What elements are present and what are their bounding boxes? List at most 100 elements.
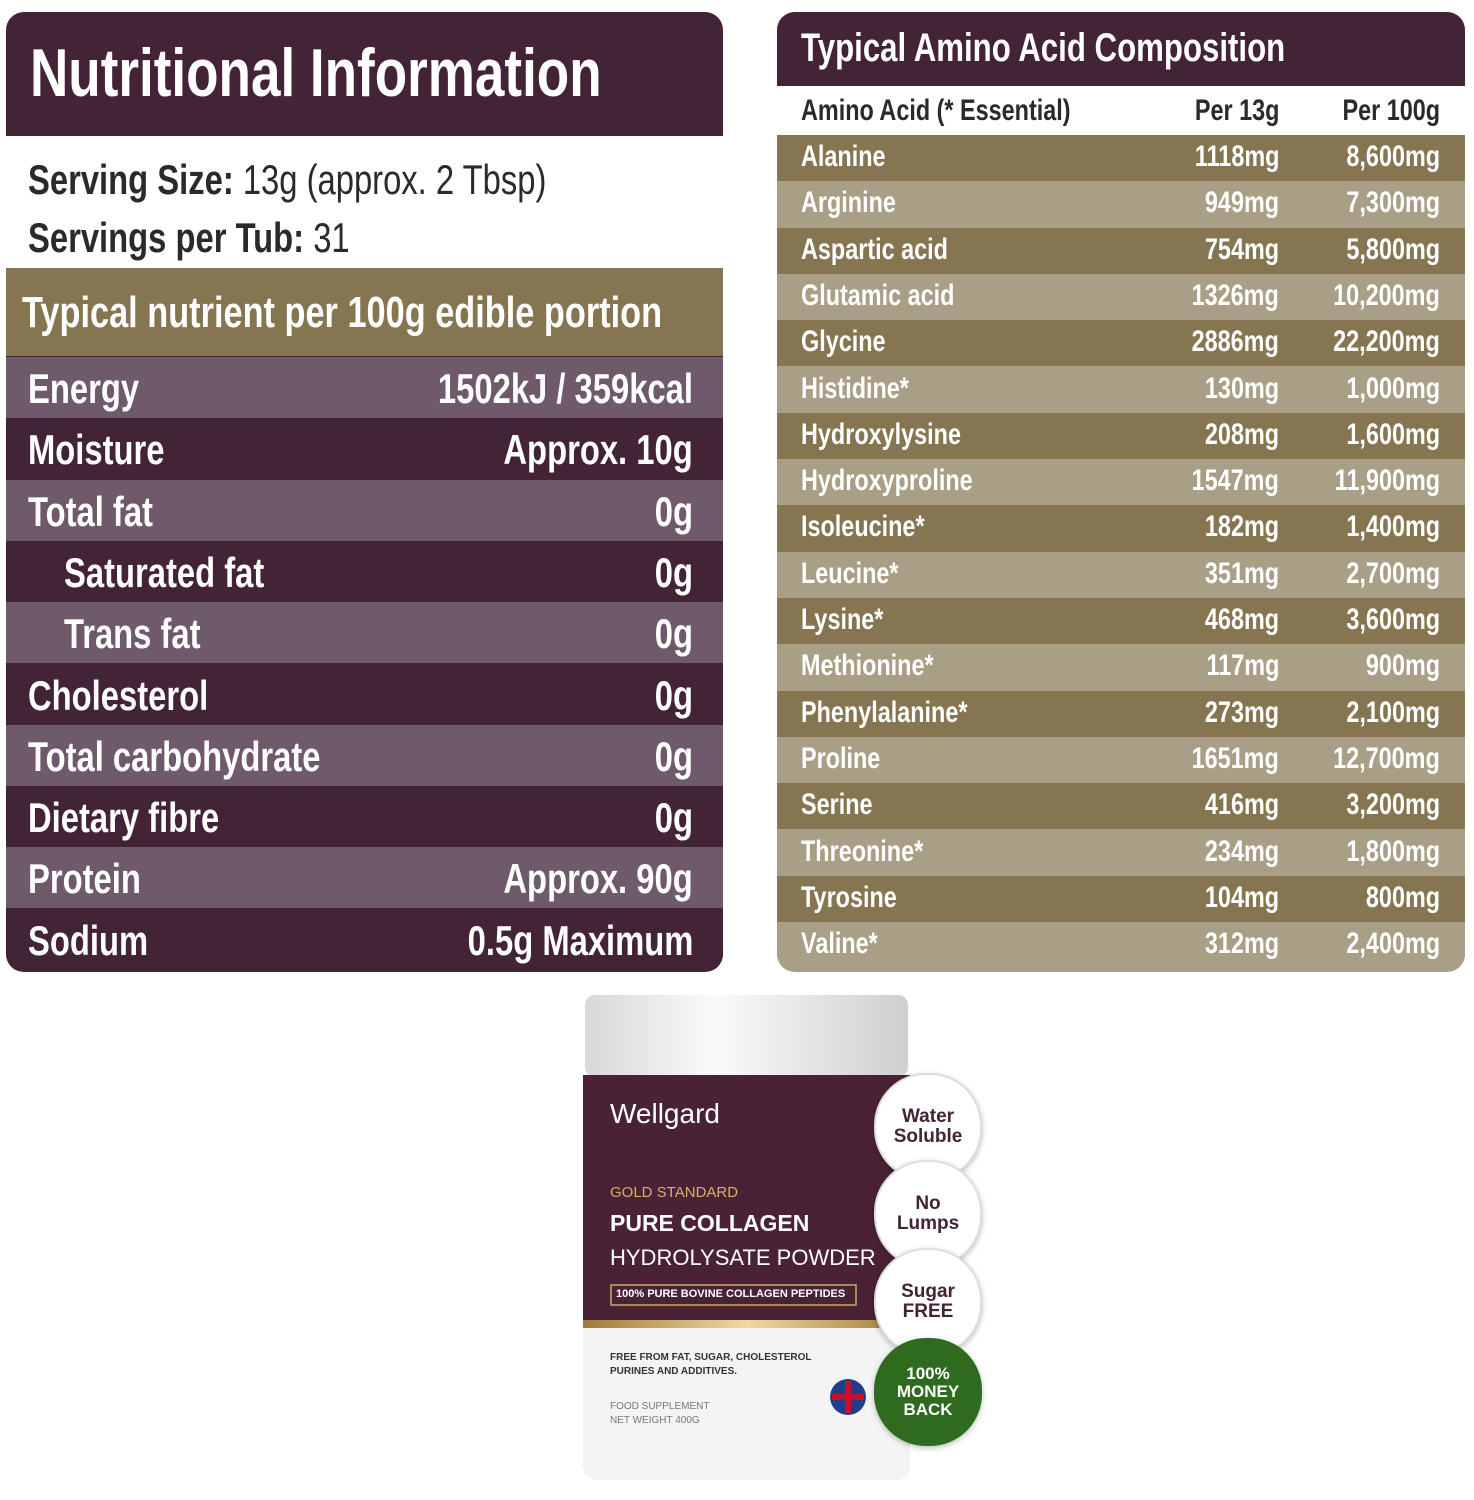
- amino-per-100g: 1,600mg: [1346, 417, 1440, 451]
- servings-label: Servings per Tub:: [28, 214, 305, 261]
- nutrition-title: Nutritional Information: [30, 34, 723, 112]
- amino-name: Threonine*: [801, 834, 924, 868]
- amino-per-100g: 900mg: [1365, 649, 1440, 683]
- badge-text: No: [915, 1193, 941, 1214]
- amino-per-100g: 2,700mg: [1346, 556, 1440, 590]
- amino-per-serving: 234mg: [1204, 834, 1279, 868]
- nutrient-value-cell: Approx. 10g: [450, 426, 693, 474]
- product-jar: Wellgard GOLD STANDARD PURE COLLAGEN HYD…: [583, 995, 910, 1480]
- flag-cross: [832, 1381, 864, 1413]
- badge-text: Soluble: [893, 1126, 963, 1147]
- amino-per-100g: 11,900mg: [1334, 464, 1440, 498]
- nutrient-row: Protein Approx. 90g: [6, 847, 723, 909]
- amino-per-100g-cell: 1,000mg: [1320, 372, 1440, 406]
- serving-size-value: 13g (approx. 2 Tbsp): [242, 156, 547, 203]
- nutrient-value: 0g: [654, 794, 693, 842]
- amino-per-serving: 1651mg: [1191, 741, 1279, 775]
- amino-name: Hydroxylysine: [801, 417, 961, 451]
- amino-per-100g: 7,300mg: [1346, 186, 1440, 220]
- amino-per-serving-cell: 1118mg: [1171, 140, 1279, 174]
- nutrient-name-cell: Saturated fat: [64, 549, 321, 597]
- amino-per-serving: 949mg: [1204, 186, 1279, 220]
- free-from: FREE FROM FAT, SUGAR, CHOLESTEROL: [610, 1352, 812, 1363]
- nutrient-row: Saturated fat 0g: [6, 540, 723, 602]
- amino-per-100g-cell: 1,800mg: [1320, 835, 1440, 869]
- amino-row: Arginine 949mg 7,300mg: [777, 181, 1465, 228]
- nutrient-name: Dietary fibre: [28, 794, 220, 842]
- nutrient-name: Total carbohydrate: [28, 732, 321, 780]
- amino-per-serving: 208mg: [1204, 417, 1279, 451]
- amino-row: Glutamic acid 1326mg 10,200mg: [777, 273, 1465, 321]
- amino-per-serving-cell: 1651mg: [1167, 742, 1279, 776]
- amino-row: Methionine* 117mg 900mg: [777, 644, 1465, 691]
- amino-title: Typical Amino Acid Composition: [801, 26, 1422, 71]
- amino-per-serving-cell: 312mg: [1184, 927, 1279, 961]
- badge: Sugar FREE: [874, 1248, 982, 1356]
- header-cell: Amino Acid (* Essential): [801, 94, 1071, 127]
- amino-per-100g: 800mg: [1365, 880, 1440, 914]
- amino-per-100g-cell: 3,600mg: [1320, 603, 1440, 637]
- serving-line: Serving Size: 13g (approx. 2 Tbsp): [28, 156, 546, 204]
- amino-per-100g: 2,400mg: [1346, 927, 1440, 961]
- amino-per-serving-cell: 208mg: [1184, 418, 1279, 452]
- amino-per-100g: 10,200mg: [1333, 278, 1440, 312]
- amino-per-serving-cell: 754mg: [1184, 233, 1279, 267]
- nutrient-name: Protein: [28, 855, 141, 903]
- product-tag: 100% PURE BOVINE COLLAGEN PEPTIDES: [616, 1288, 846, 1300]
- nutrient-row: Total carbohydrate 0g: [6, 724, 723, 786]
- nutrient-value: 0g: [654, 548, 693, 596]
- badge: 100% MONEY BACK: [874, 1338, 982, 1446]
- amino-per-100g: 1,800mg: [1346, 834, 1440, 868]
- nutrient-name-cell: Sodium: [28, 917, 182, 965]
- amino-row: Threonine* 234mg 1,800mg: [777, 829, 1465, 876]
- amino-row: Tyrosine 104mg 800mg: [777, 875, 1465, 923]
- amino-name: Lysine*: [801, 603, 884, 636]
- nutrient-value: Approx. 10g: [503, 426, 693, 474]
- amino-per-serving-cell: 949mg: [1184, 186, 1279, 220]
- amino-per-serving-cell: 117mg: [1186, 649, 1279, 683]
- nutrient-name: Sodium: [28, 916, 149, 964]
- nutrient-row: Energy 1502kJ / 359kcal: [6, 357, 723, 418]
- amino-name: Serine: [801, 788, 873, 822]
- supplement: FOOD SUPPLEMENT: [610, 1401, 710, 1412]
- tag-box: [610, 1284, 857, 1306]
- nutrient-name-cell: Cholesterol: [28, 672, 259, 720]
- nutrient-row: Trans fat 0g: [6, 602, 723, 664]
- product-name: PURE COLLAGEN: [610, 1210, 810, 1236]
- amino-per-serving: 130mg: [1204, 371, 1279, 405]
- amino-row: Isoleucine* 182mg 1,400mg: [777, 505, 1465, 552]
- amino-per-serving-cell: 104mg: [1184, 881, 1279, 915]
- amino-name: Leucine*: [801, 556, 899, 590]
- nutrient-name: Total fat: [28, 487, 153, 535]
- amino-per-100g-cell: 12,700mg: [1303, 742, 1440, 776]
- amino-per-serving-cell: 1326mg: [1167, 279, 1279, 313]
- nutrient-value: 0g: [654, 732, 693, 780]
- amino-per-100g-cell: 8,600mg: [1320, 140, 1440, 174]
- amino-row: Aspartic acid 754mg 5,800mg: [777, 227, 1465, 274]
- nutrient-value: Approx. 90g: [503, 855, 693, 903]
- amino-per-100g-cell: 7,300mg: [1320, 186, 1440, 220]
- amino-per-100g-cell: 2,400mg: [1320, 927, 1440, 961]
- product-subname: HYDROLYSATE POWDER: [610, 1245, 876, 1270]
- nutrient-value-cell: Approx. 90g: [450, 855, 693, 903]
- amino-name-cell: Phenylalanine*: [801, 696, 1014, 730]
- amino-per-100g: 1,000mg: [1346, 371, 1440, 405]
- amino-name-cell: Glutamic acid: [801, 279, 998, 313]
- badge-text: 100%: [906, 1364, 950, 1383]
- amino-per-100g-cell: 1,600mg: [1320, 418, 1440, 452]
- header-cell: Per 13g: [1194, 94, 1279, 127]
- nutrient-name: Moisture: [28, 426, 165, 474]
- servings-per-tub: Servings per Tub: 31: [28, 214, 440, 262]
- amino-per-serving: 351mg: [1204, 556, 1279, 590]
- amino-per-100g: 3,200mg: [1346, 788, 1440, 822]
- amino-row: Valine* 312mg 2,400mg: [777, 922, 1465, 969]
- amino-name: Alanine: [801, 140, 886, 173]
- amino-per-serving-cell: 416mg: [1184, 788, 1279, 822]
- nutrient-name-cell: Trans fat: [64, 610, 239, 658]
- amino-name-cell: Histidine*: [801, 372, 939, 406]
- badge-text: FREE: [902, 1301, 954, 1322]
- serving-size-label: Serving Size:: [28, 156, 234, 203]
- amino-name: Histidine*: [801, 371, 909, 405]
- nutrient-row: Dietary fibre 0g: [6, 786, 723, 848]
